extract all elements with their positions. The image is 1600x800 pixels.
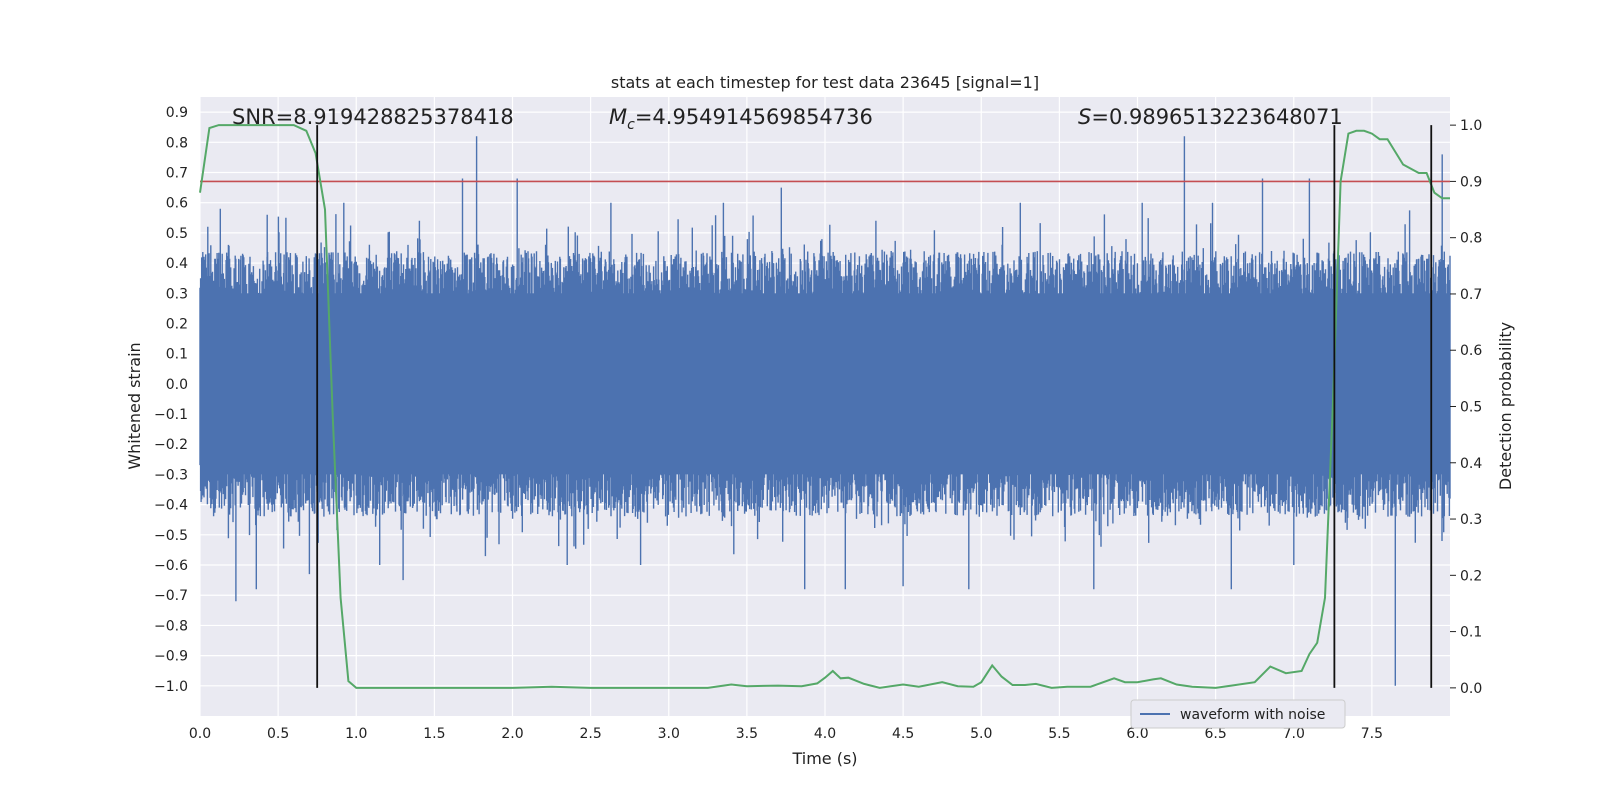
y-right-tick-label: 0.5: [1460, 400, 1482, 416]
y-axis-label-left: Whitened strain: [125, 342, 144, 469]
y-left-tick-label: 0.1: [166, 347, 188, 363]
y-left-tick-label: −0.3: [154, 467, 188, 483]
chart-title: stats at each timestep for test data 236…: [611, 73, 1039, 92]
legend-label: waveform with noise: [1180, 707, 1325, 723]
y-right-tick-label: 0.4: [1460, 456, 1482, 472]
x-tick-label: 5.0: [970, 726, 992, 742]
y-left-tick-label: 0.4: [166, 256, 188, 272]
y-left-tick-label: 0.9: [166, 105, 188, 121]
x-tick-label: 5.5: [1048, 726, 1070, 742]
x-tick-label: 0.0: [189, 726, 211, 742]
y-left-tick-label: −0.8: [154, 618, 188, 634]
y-left-tick-label: −1.0: [154, 679, 188, 695]
x-tick-label: 7.0: [1283, 726, 1305, 742]
y-left-tick-label: 0.0: [166, 377, 188, 393]
waveform-series: [199, 136, 1451, 686]
y-right-tick-label: 0.6: [1460, 343, 1482, 359]
y-left-tick-label: −0.7: [154, 588, 188, 604]
y-left-tick-label: −0.6: [154, 558, 188, 574]
x-axis-ticks: 0.0 0.5 1.0 1.5 2.0 2.5 3.0 3.5 4.0 4.5 5.0 5.5 6.0 6…: [189, 726, 1383, 742]
y-right-tick-label: 0.7: [1460, 287, 1482, 303]
x-tick-label: 6.0: [1126, 726, 1148, 742]
event-lines: [316, 125, 1433, 688]
right-y-axis-ticks: 1.0 0.9 0.8 0.7 0.6 0.5 0.4 0.3 0.2 0.1 0.0: [1450, 118, 1482, 697]
waveform-core-band: [200, 293, 1450, 475]
y-left-tick-label: −0.1: [154, 407, 188, 423]
y-left-tick-label: 0.6: [166, 196, 188, 212]
legend: waveform with noise: [1130, 699, 1346, 729]
s-annotation: S=0.9896513223648071: [1078, 105, 1343, 129]
y-left-tick-label: −0.4: [154, 498, 188, 514]
x-tick-label: 3.5: [736, 726, 758, 742]
y-axis-label-right: Detection probability: [1496, 322, 1515, 490]
x-tick-label: 2.0: [501, 726, 523, 742]
y-left-tick-label: 0.5: [166, 226, 188, 242]
x-tick-label: 4.5: [892, 726, 914, 742]
x-tick-label: 4.0: [814, 726, 836, 742]
x-tick-label: 6.5: [1204, 726, 1226, 742]
y-left-tick-label: −0.9: [154, 649, 188, 665]
x-tick-label: 0.5: [267, 726, 289, 742]
x-tick-label: 1.0: [345, 726, 367, 742]
y-left-tick-label: −0.2: [154, 437, 188, 453]
x-axis-label: Time (s): [791, 749, 857, 768]
y-right-tick-label: 0.0: [1460, 681, 1482, 697]
y-right-tick-label: 0.1: [1460, 625, 1482, 641]
y-right-tick-label: 0.2: [1460, 568, 1482, 584]
left-y-axis-ticks: 0.9 0.8 0.7 0.6 0.5 0.4 0.3 0.2 0.1 0.0 −0.1 −0.2 −0…: [154, 105, 188, 695]
y-left-tick-label: 0.3: [166, 286, 188, 302]
x-tick-label: 3.0: [658, 726, 680, 742]
y-left-tick-label: 0.8: [166, 135, 188, 151]
snr-annotation: SNR=8.919428825378418: [232, 105, 514, 129]
legend-box: [1130, 699, 1346, 729]
x-tick-label: 7.5: [1361, 726, 1383, 742]
y-right-tick-label: 0.3: [1460, 512, 1482, 528]
detection-probability-line: [199, 124, 1450, 689]
chirp-mass-annotation: Mc=4.954914569854736: [609, 105, 873, 133]
y-left-tick-label: 0.7: [166, 165, 188, 181]
y-right-tick-label: 1.0: [1460, 118, 1482, 134]
y-left-tick-label: 0.2: [166, 316, 188, 332]
y-right-tick-label: 0.9: [1460, 174, 1482, 190]
y-left-tick-label: −0.5: [154, 528, 188, 544]
x-tick-label: 1.5: [423, 726, 445, 742]
x-tick-label: 2.5: [579, 726, 601, 742]
y-right-tick-label: 0.8: [1460, 231, 1482, 247]
